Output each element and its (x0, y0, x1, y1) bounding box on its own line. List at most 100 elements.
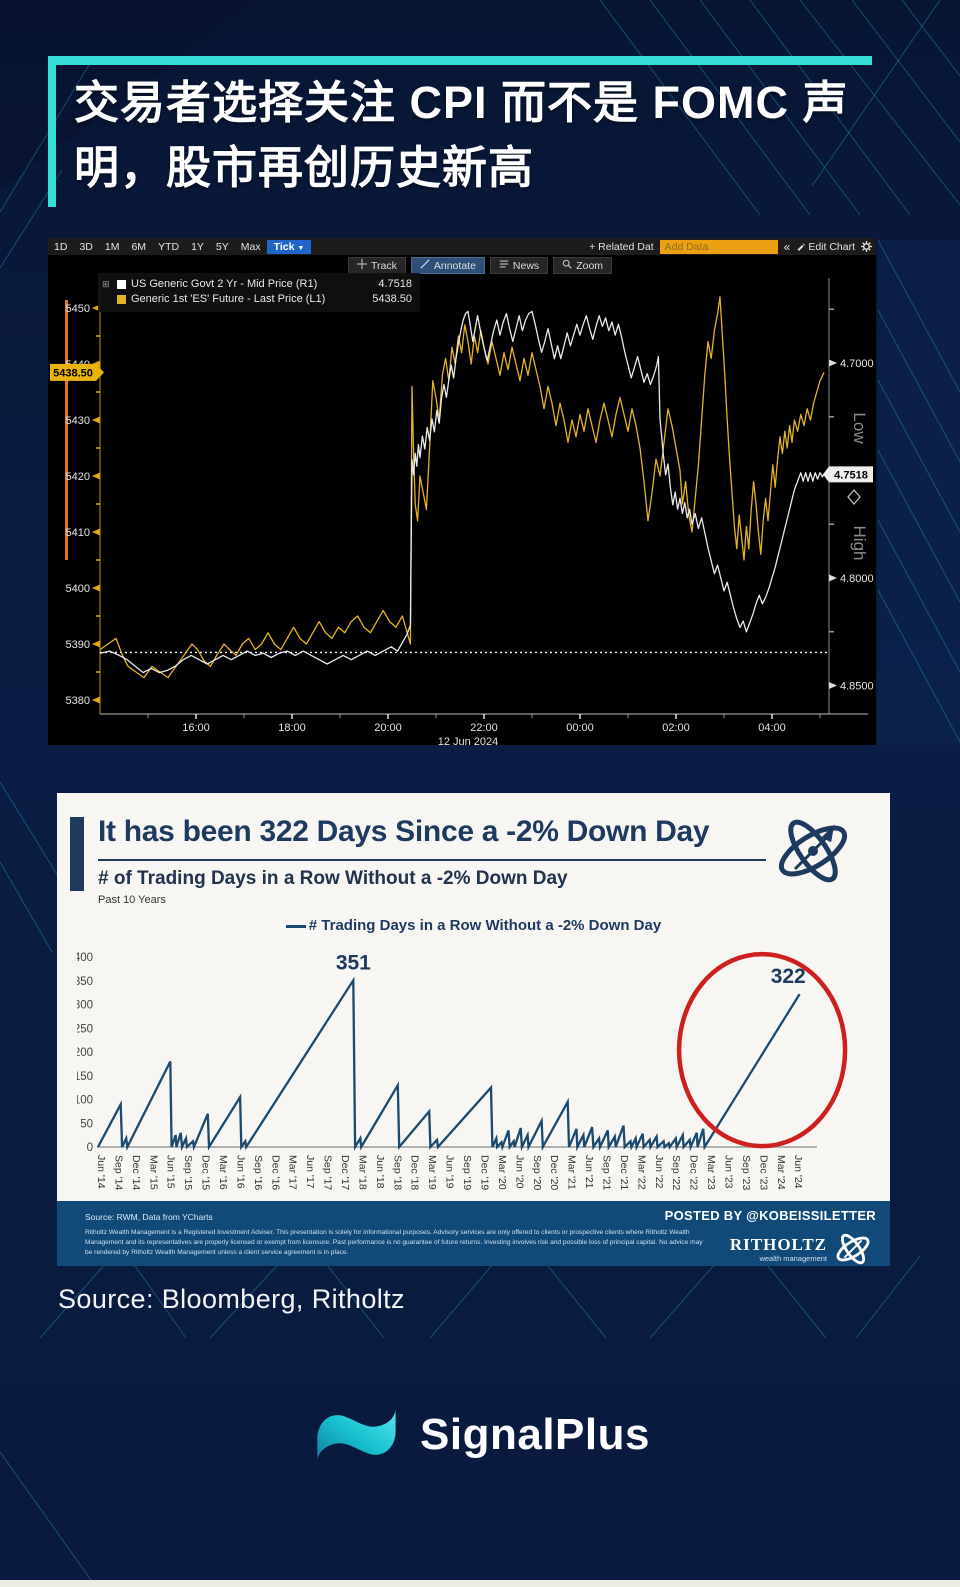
page-title-line2: 明，股市再创历史新高 (74, 142, 535, 193)
series-value: 4.7518 (378, 278, 412, 290)
ritholtz-globe-small-icon (836, 1233, 870, 1265)
svg-text:4.8500: 4.8500 (840, 681, 874, 693)
zoom-icon (562, 259, 572, 272)
svg-text:5450: 5450 (66, 303, 90, 315)
svg-text:Mar '24: Mar '24 (775, 1155, 787, 1190)
svg-text:5390: 5390 (66, 639, 90, 651)
svg-text:Jun '19: Jun '19 (444, 1155, 456, 1189)
svg-text:5380: 5380 (66, 695, 90, 707)
svg-text:Low: Low (850, 412, 869, 444)
svg-text:12 Jun 2024: 12 Jun 2024 (438, 736, 499, 745)
expand-icon: ⊞ (102, 279, 110, 289)
bloomberg-plot: 545054405430542054105400539053804.70004.… (50, 278, 874, 745)
svg-text:Sep '14: Sep '14 (112, 1155, 124, 1190)
bloomberg-toolbar: 1D 3D 1M 6M YTD 1Y 5Y Max Tick ▼ + Related Dat … (48, 238, 876, 255)
pencil-icon (797, 243, 806, 251)
source-caption: Source: Bloomberg, Ritholtz (58, 1284, 405, 1314)
ritholtz-globe-icon (778, 819, 848, 883)
svg-text:Mar '16: Mar '16 (217, 1155, 229, 1190)
range-button-1d[interactable]: 1D (54, 240, 68, 253)
range-button-1m[interactable]: 1M (104, 240, 120, 253)
edit-chart-button[interactable]: Edit Chart (796, 241, 855, 253)
svg-text:Mar '19: Mar '19 (426, 1155, 438, 1190)
svg-text:250: 250 (77, 1023, 93, 1035)
svg-text:Mar '23: Mar '23 (705, 1155, 717, 1190)
news-icon (499, 259, 509, 272)
collapse-button[interactable]: « (783, 239, 791, 254)
svg-text:100: 100 (77, 1095, 93, 1107)
svg-text:Dec '23: Dec '23 (757, 1155, 769, 1190)
svg-text:20:00: 20:00 (374, 722, 402, 734)
add-data-input[interactable]: Add Data (659, 239, 778, 254)
caret-down-icon: ▼ (297, 244, 305, 252)
svg-text:Sep '17: Sep '17 (322, 1155, 334, 1190)
series-label: Generic 1st 'ES' Future - Last Price (L1… (131, 293, 326, 305)
legend-item-1[interactable]: Generic 1st 'ES' Future - Last Price (L1… (102, 292, 412, 307)
gear-icon[interactable] (861, 241, 872, 252)
svg-text:Sep '15: Sep '15 (182, 1155, 194, 1190)
svg-text:Jun '14: Jun '14 (95, 1155, 107, 1189)
ritholtz-wordmark: RITHOLTZ wealth management (730, 1228, 876, 1270)
svg-text:Dec '14: Dec '14 (130, 1155, 142, 1190)
tool-button-track[interactable]: Track (348, 257, 406, 274)
svg-text:Dec '17: Dec '17 (339, 1155, 351, 1190)
svg-text:Dec '20: Dec '20 (548, 1155, 560, 1190)
tool-button-annotate[interactable]: Annotate (410, 257, 485, 274)
posted-by-label: POSTED BY @KOBEISSILETTER (664, 1208, 876, 1223)
svg-text:16:00: 16:00 (182, 722, 210, 734)
bottom-strip (0, 1580, 960, 1587)
ritholtz-chart-title: It has been 322 Days Since a -2% Down Da… (98, 815, 710, 848)
range-button-ytd[interactable]: YTD (158, 240, 180, 253)
svg-text:322: 322 (771, 965, 806, 988)
ritholtz-chart-card: It has been 322 Days Since a -2% Down Da… (57, 793, 890, 1266)
svg-text:Dec '15: Dec '15 (200, 1155, 212, 1190)
svg-text:Sep '16: Sep '16 (252, 1155, 264, 1190)
svg-text:Sep '20: Sep '20 (531, 1155, 543, 1190)
tool-button-zoom[interactable]: Zoom (553, 257, 613, 274)
legend-item-0[interactable]: ⊞ US Generic Govt 2 Yr - Mid Price (R1) 4.… (102, 277, 412, 292)
related-data-button[interactable]: + Related Dat (589, 240, 654, 253)
tick-range-button[interactable]: Tick ▼ (266, 239, 312, 254)
ritholtz-footer: Source: RWM, Data from YCharts POSTED BY… (57, 1201, 890, 1266)
ritholtz-disclaimer: Ritholtz Wealth Management is a Register… (85, 1229, 703, 1256)
svg-text:5420: 5420 (66, 471, 90, 483)
ritholtz-title-underline (98, 859, 766, 861)
page-title: 交易者选择关注 CPI 而不是 FOMC 声 明，股市再创历史新高 (74, 70, 874, 200)
bloomberg-chart-panel: 545054405430542054105400539053804.70004.… (48, 238, 876, 745)
ritholtz-brand-sub: wealth management (759, 1253, 827, 1263)
range-button-3d[interactable]: 3D (79, 240, 93, 253)
svg-text:350: 350 (77, 976, 93, 988)
track-icon (357, 259, 367, 272)
svg-text:Jun '17: Jun '17 (304, 1155, 316, 1189)
svg-text:Sep '18: Sep '18 (391, 1155, 403, 1190)
svg-text:Mar '18: Mar '18 (356, 1155, 368, 1190)
tool-button-news[interactable]: News (489, 257, 549, 274)
series-swatch (117, 295, 126, 304)
ritholtz-legend: # Trading Days in a Row Without a -2% Do… (57, 917, 890, 934)
svg-text:Dec '22: Dec '22 (688, 1155, 700, 1190)
svg-text:Jun '22: Jun '22 (653, 1155, 665, 1189)
range-button-max[interactable]: Max (240, 240, 261, 253)
svg-text:Jun '18: Jun '18 (374, 1155, 386, 1189)
svg-text:Dec '18: Dec '18 (409, 1155, 421, 1190)
svg-text:5438.50: 5438.50 (53, 367, 93, 379)
svg-text:50: 50 (80, 1118, 93, 1130)
svg-text:4.7518: 4.7518 (834, 469, 868, 481)
svg-text:Sep '23: Sep '23 (740, 1155, 752, 1190)
ritholtz-brand-name: RITHOLTZ (729, 1234, 827, 1254)
range-button-1y[interactable]: 1Y (191, 240, 204, 253)
svg-text:22:00: 22:00 (470, 722, 498, 734)
ritholtz-plot: 0 50 100 150 200 250 300 350 400 Jun '14 Sep '14 De… (77, 951, 848, 1190)
svg-text:Sep '21: Sep '21 (600, 1155, 612, 1190)
ritholtz-chart-subtitle: # of Trading Days in a Row Without a -2%… (98, 868, 568, 889)
legend-line-swatch (285, 924, 306, 928)
svg-text:400: 400 (77, 952, 93, 964)
range-button-5y[interactable]: 5Y (215, 240, 229, 253)
ritholtz-title-accent-bar (70, 817, 84, 891)
signalplus-logo: SignalPlus (0, 1398, 960, 1472)
svg-text:Dec '19: Dec '19 (478, 1155, 490, 1190)
range-button-6m[interactable]: 6M (131, 240, 147, 253)
svg-text:Sep '19: Sep '19 (461, 1155, 473, 1190)
headline-accent-bar (48, 56, 872, 65)
